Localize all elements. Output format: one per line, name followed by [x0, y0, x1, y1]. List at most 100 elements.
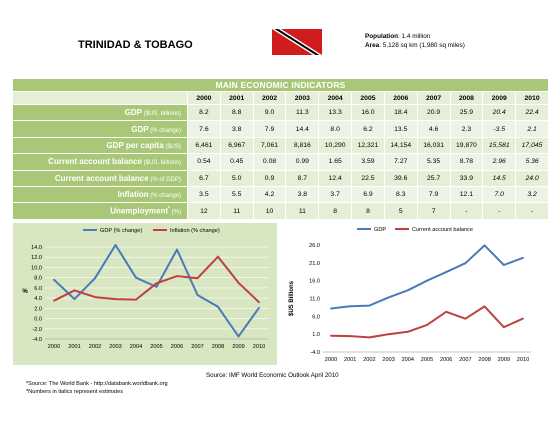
x-tick-label: 2007 [459, 357, 471, 363]
indicator-label: GDP [131, 124, 149, 134]
y-tick-label: 12.0 [31, 255, 42, 261]
x-tick-label: 2006 [440, 357, 452, 363]
indicator-value: - [449, 202, 484, 220]
indicator-row: Inflation (% change) 3.5 5.5 4.2 3.8 3.7 6.9 8.… [12, 185, 549, 204]
indicator-value: 7.6 [187, 120, 221, 138]
indicator-value: 6,967 [219, 136, 254, 155]
data-point [522, 256, 524, 259]
y-tick-label: 0.0 [34, 317, 42, 323]
indicator-value: 4.2 [252, 185, 287, 204]
data-point [114, 298, 117, 301]
data-point [406, 289, 409, 292]
data-point [53, 278, 55, 281]
data-point [483, 244, 486, 247]
indicator-value: 11 [219, 202, 254, 220]
indicator-value: 25.7 [416, 169, 451, 187]
indicator-value: 7,061 [252, 136, 287, 155]
x-tick-label: 2003 [109, 344, 121, 350]
gdp-cab-chart-svg: 26.0 21.0 16.0 11.0 6.0 1.0 -4.0 2000 2001 2002 20… [289, 227, 531, 363]
data-point [237, 281, 240, 284]
indicator-value: 11.3 [285, 103, 320, 122]
country-title: TRINIDAD & TOBAGO [78, 39, 193, 51]
indicator-value: 0.45 [219, 153, 254, 171]
legend-label: GDP [374, 227, 386, 233]
indicator-value: 6.9 [351, 185, 385, 204]
data-point [502, 326, 505, 329]
series-line-b [53, 255, 260, 303]
x-tick-label: 2002 [363, 357, 375, 363]
indicator-value: 8.3 [383, 185, 418, 204]
indicator-value: 6,461 [187, 136, 221, 155]
indicator-label: GDP [124, 108, 142, 118]
indicator-value: 5.5 [219, 185, 254, 204]
indicator-value: 8 [318, 202, 353, 220]
indicator-label-cell: GDP ($US, billions) [12, 103, 188, 122]
data-point [349, 335, 352, 338]
year-header: 2004 [318, 91, 353, 105]
x-tick-label: 2009 [498, 357, 510, 363]
indicator-value: 14.4 [285, 120, 320, 138]
y-tick-label: -4.0 [310, 350, 320, 356]
indicator-value: 0.99 [285, 153, 320, 171]
year-header: 2005 [351, 91, 385, 105]
indicator-unit: ($US) [163, 143, 181, 150]
x-tick-label: 2010 [517, 357, 529, 363]
indicator-value: 19,870 [449, 136, 484, 155]
y-tick-label: 10.0 [31, 265, 42, 271]
x-tick-label: 2002 [89, 344, 101, 350]
indicator-value: 22.5 [351, 169, 385, 187]
indicator-value: 10 [252, 202, 287, 220]
indicator-label-cell: Current account balance ($US, billions) [12, 153, 188, 171]
indicator-unit: ($US, billions) [141, 111, 181, 118]
years-header-blank [12, 91, 188, 105]
x-tick-label: 2008 [212, 344, 224, 350]
footnotes: *Source: The World Bank - http://databan… [26, 380, 168, 396]
data-point [176, 248, 178, 251]
series-line-a [53, 244, 260, 338]
indicator-value: 15,581 [482, 136, 517, 155]
y-tick-label: 26.0 [309, 243, 320, 249]
indicator-value: 10,290 [318, 136, 353, 155]
gdp-inflation-chart: 14.0 12.0 10.0 8.0 6.0 4.0 2.0 0.0 -2.0 -4.0 2000 2… [13, 223, 277, 365]
x-tick-label: 2004 [402, 357, 414, 363]
data-point [464, 262, 467, 265]
data-point [196, 277, 199, 280]
indicator-value: 3.7 [318, 185, 353, 204]
data-point [217, 305, 219, 308]
indicator-row: GDP per capita ($US) 6,461 6,967 7,061 8,816… [12, 136, 549, 155]
indicator-label-cell: GDP (% change) [12, 120, 188, 138]
data-point [426, 279, 428, 282]
x-tick-label: 2001 [68, 344, 80, 350]
x-tick-label: 2003 [382, 357, 394, 363]
data-point [368, 304, 371, 307]
gdp-cab-chart: 26.0 21.0 16.0 11.0 6.0 1.0 -4.0 2000 2001 2002 20… [279, 223, 548, 365]
data-point [155, 285, 158, 288]
y-axis-label: $US Billions [289, 280, 295, 316]
data-point [73, 289, 76, 292]
indicator-value: 3.2 [515, 185, 549, 204]
indicator-value: 7.27 [383, 153, 418, 171]
population-label: Population [365, 33, 399, 40]
indicator-value: 25.9 [449, 103, 484, 122]
data-point [258, 301, 260, 304]
indicator-value: 5.36 [515, 153, 549, 171]
indicator-unit: (%) [170, 209, 181, 216]
footnote-worldbank: *Source: The World Bank - http://databan… [26, 381, 168, 387]
data-point [94, 296, 96, 298]
indicator-value: 16,031 [416, 136, 451, 155]
indicator-value: 0.54 [187, 153, 221, 171]
y-tick-label: 11.0 [310, 297, 320, 303]
y-tick-label: 14.0 [31, 245, 42, 251]
indicator-value: - [515, 202, 549, 220]
x-tick-label: 2008 [478, 357, 490, 363]
x-tick-label: 2009 [232, 344, 244, 350]
indicator-row: GDP ($US, billions) 8.2 8.8 9.0 11.3 13.3 16.0… [12, 103, 549, 122]
country-facts: Population: 1.4 million Area: 5,128 sq k… [365, 33, 465, 50]
indicator-row: Unemployment* (%) 12 11 10 11 8 8 5 7- - - [12, 202, 549, 220]
year-header: 2003 [285, 91, 320, 105]
years-header-row: 2000 2001 2002 2003 2004 2005 2006 2007 2008 2009… [12, 91, 549, 105]
area-line: Area: 5,128 sq km (1,980 sq miles) [365, 42, 465, 51]
data-point [196, 294, 199, 296]
y-axis-label: % [22, 289, 28, 295]
indicator-unit: (% of GDP) [148, 176, 181, 183]
